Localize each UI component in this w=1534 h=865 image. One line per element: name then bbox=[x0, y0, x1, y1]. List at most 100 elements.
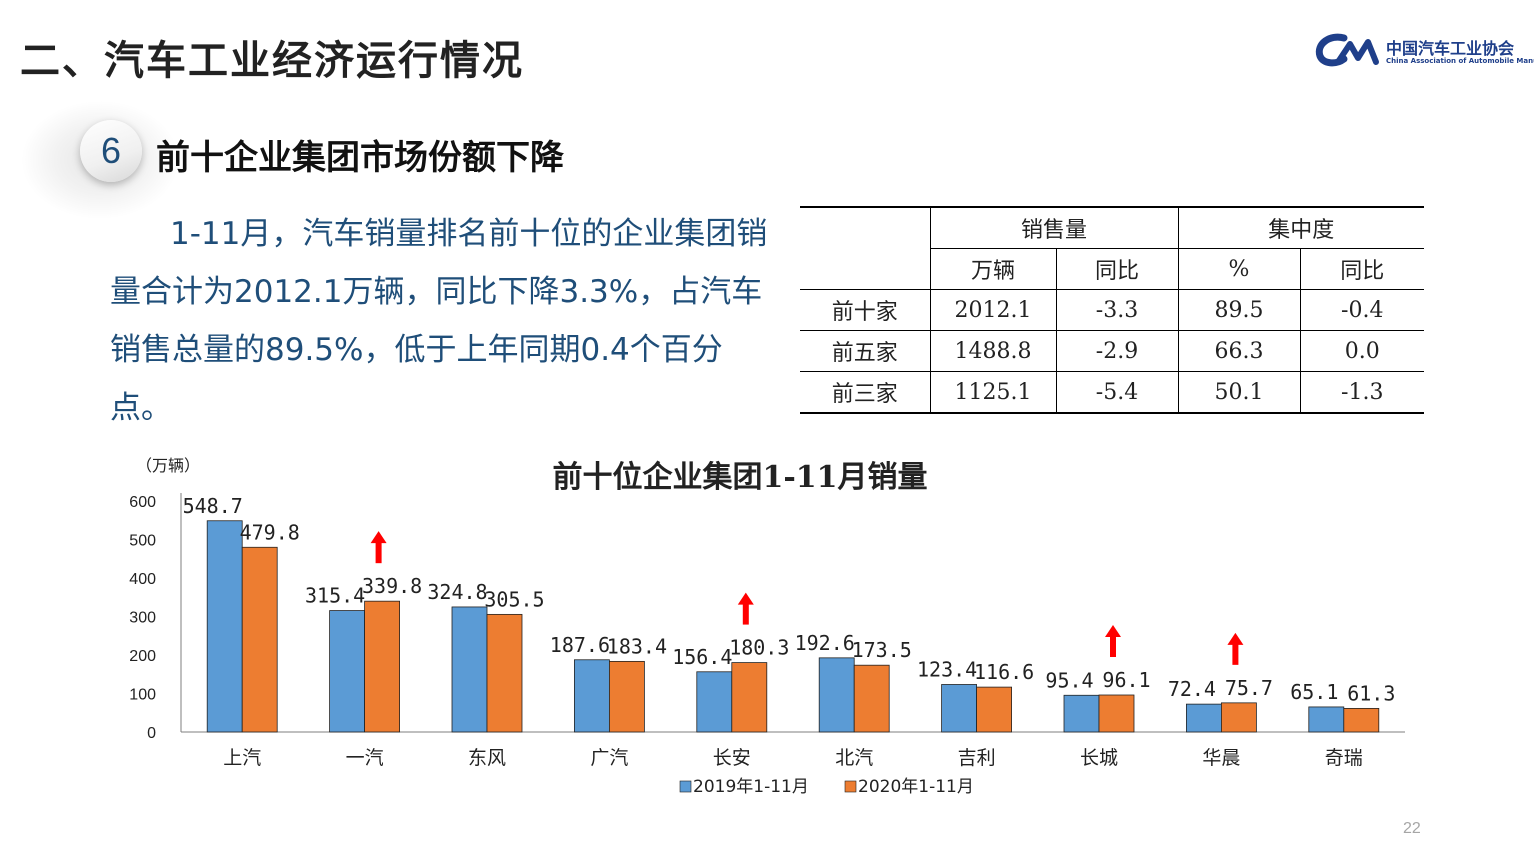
table-cell: -1.3 bbox=[1299, 371, 1424, 414]
bar bbox=[1343, 707, 1380, 733]
table-cell: -5.4 bbox=[1055, 371, 1178, 414]
bar bbox=[486, 613, 523, 733]
data-label: 72.4 bbox=[1168, 677, 1216, 701]
y-tick-label: 0 bbox=[147, 725, 156, 742]
table-cell: -3.3 bbox=[1055, 289, 1178, 331]
legend-label: 2020年1-11月 bbox=[858, 777, 974, 797]
table-group-header: 集中度 bbox=[1177, 206, 1424, 249]
increase-arrow-icon bbox=[1227, 632, 1244, 665]
table-row-label: 前十家 bbox=[800, 289, 930, 331]
table-sub-header: 同比 bbox=[1299, 248, 1424, 290]
bar bbox=[818, 657, 855, 733]
x-tick-label: 长安 bbox=[713, 747, 751, 769]
y-tick-label: 500 bbox=[129, 533, 156, 550]
bar bbox=[608, 660, 645, 733]
data-label: 65.1 bbox=[1290, 680, 1338, 704]
table-row: 前十家 2012.1 -3.3 89.5 -0.4 bbox=[800, 289, 1424, 331]
summary-paragraph: 1-11月，汽车销量排名前十位的企业集团销量合计为2012.1万辆，同比下降3.… bbox=[110, 216, 768, 426]
bar bbox=[1186, 703, 1222, 733]
data-label: 315.4 bbox=[305, 584, 365, 608]
table-row: 前三家 1125.1 -5.4 50.1 -1.3 bbox=[800, 371, 1424, 414]
y-tick-label: 600 bbox=[129, 494, 156, 511]
legend-label: 2019年1-11月 bbox=[693, 777, 809, 797]
data-label: 96.1 bbox=[1102, 668, 1150, 692]
bar bbox=[241, 546, 278, 733]
logo-name-cn: 中国汽车工业协会 bbox=[1386, 39, 1515, 58]
data-label: 324.8 bbox=[427, 580, 487, 604]
section-title: 二、汽车工业经济运行情况 bbox=[20, 38, 524, 84]
data-label: 95.4 bbox=[1045, 668, 1093, 692]
y-tick-label: 400 bbox=[129, 571, 156, 588]
data-label: 180.3 bbox=[729, 636, 789, 660]
y-tick-label: 300 bbox=[129, 610, 156, 627]
table-cell: 66.3 bbox=[1177, 330, 1300, 372]
table-cell: 50.1 bbox=[1177, 371, 1300, 414]
data-label: 339.8 bbox=[362, 574, 422, 598]
table-cell: 89.5 bbox=[1177, 289, 1300, 331]
bar bbox=[696, 671, 733, 733]
data-label: 305.5 bbox=[484, 587, 544, 611]
table-cell: -0.4 bbox=[1299, 289, 1424, 331]
table-corner-cell bbox=[800, 206, 930, 249]
data-label: 173.5 bbox=[852, 638, 912, 662]
table-group-header: 销售量 bbox=[929, 206, 1178, 249]
x-tick-label: 吉利 bbox=[958, 747, 996, 769]
x-tick-label: 长城 bbox=[1080, 747, 1118, 769]
y-tick-label: 200 bbox=[129, 648, 156, 665]
increase-arrow-icon bbox=[370, 531, 387, 564]
data-label: 187.6 bbox=[550, 633, 610, 657]
data-label: 479.8 bbox=[240, 520, 300, 544]
bar bbox=[329, 610, 366, 733]
table-cell: 2012.1 bbox=[929, 289, 1056, 331]
data-label: 548.7 bbox=[183, 494, 243, 518]
x-tick-label: 东风 bbox=[468, 747, 506, 769]
increase-arrow-icon bbox=[737, 592, 754, 625]
data-label: 156.4 bbox=[672, 645, 732, 669]
table-sub-header: 万辆 bbox=[929, 248, 1056, 290]
table-cell: -2.9 bbox=[1055, 330, 1178, 372]
y-tick-label: 100 bbox=[129, 687, 156, 704]
bar bbox=[1098, 694, 1135, 733]
table-corner-cell bbox=[800, 248, 930, 290]
data-label: 61.3 bbox=[1347, 681, 1395, 705]
data-label: 75.7 bbox=[1225, 676, 1273, 700]
data-label: 123.4 bbox=[917, 657, 977, 681]
logo-mark-icon bbox=[1315, 33, 1379, 67]
x-tick-label: 华晨 bbox=[1202, 747, 1240, 769]
page-number: 22 bbox=[1403, 820, 1421, 837]
table-sub-header: % bbox=[1177, 248, 1300, 290]
bar bbox=[1221, 702, 1257, 733]
x-tick-label: 广汽 bbox=[590, 747, 628, 769]
table-cell: 0.0 bbox=[1299, 330, 1424, 372]
bar bbox=[731, 662, 768, 733]
bar bbox=[941, 684, 977, 733]
data-label: 192.6 bbox=[795, 631, 855, 655]
table-cell: 1125.1 bbox=[929, 371, 1056, 414]
x-tick-label: 北汽 bbox=[835, 747, 873, 769]
chart-title: 前十位企业集团1-11月销量 bbox=[552, 460, 927, 495]
data-label: 116.6 bbox=[974, 660, 1034, 684]
sales-bar-chart: 前十位企业集团1-11月销量 （万辆） 0 100 200 300 400 500 600 548… bbox=[129, 456, 1405, 797]
bar bbox=[573, 659, 610, 733]
legend-swatch bbox=[679, 780, 692, 793]
sub-title: 前十企业集团市场份额下降 bbox=[156, 138, 564, 178]
logo: 中国汽车工业协会 China Association of Automobile… bbox=[1314, 30, 1534, 74]
increase-arrow-icon bbox=[1105, 625, 1121, 658]
bar bbox=[1063, 694, 1100, 733]
y-axis-label: （万辆） bbox=[136, 456, 200, 475]
table-cell: 1488.8 bbox=[929, 330, 1056, 372]
bar bbox=[206, 520, 243, 733]
section-number-badge: 6 bbox=[80, 120, 142, 182]
table-row-label: 前三家 bbox=[800, 371, 930, 414]
table-row-label: 前五家 bbox=[800, 330, 930, 372]
table-sub-header: 同比 bbox=[1055, 248, 1178, 290]
concentration-table: 销售量 集中度 万辆 同比 % 同比 前十家 2012.1 -3.3 89.5 … bbox=[800, 206, 1424, 414]
bar bbox=[853, 664, 890, 733]
data-label: 183.4 bbox=[607, 634, 667, 658]
logo-name-en: China Association of Automobile Manufact… bbox=[1386, 57, 1534, 65]
legend-swatch bbox=[844, 780, 857, 793]
bar bbox=[976, 686, 1012, 733]
x-tick-label: 一汽 bbox=[346, 747, 384, 769]
bar bbox=[364, 600, 401, 733]
bar bbox=[451, 606, 488, 733]
